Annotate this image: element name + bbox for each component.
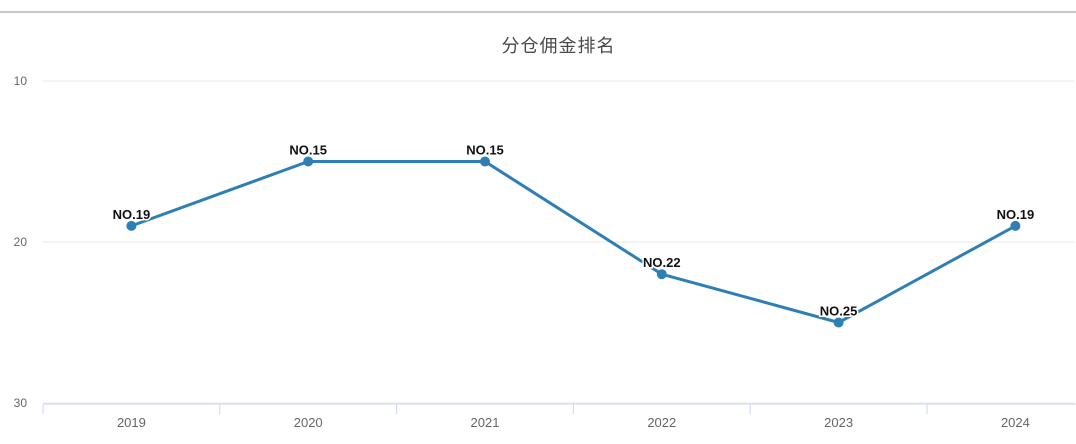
x-axis-category-label: 2020 (294, 415, 323, 430)
x-axis-category-label: 2023 (824, 415, 853, 430)
chart-title: 分仓佣金排名 (501, 36, 616, 56)
data-point[interactable] (126, 220, 137, 231)
x-axis-category-label: 2021 (471, 415, 500, 430)
y-axis-tick-label: 10 (14, 74, 28, 88)
data-point-label: NO.22 (643, 255, 681, 270)
data-point[interactable] (833, 317, 844, 328)
y-axis-tick-label: 20 (14, 235, 28, 249)
data-point-label: NO.25 (820, 304, 858, 319)
x-axis-category-label: 2019 (117, 415, 146, 430)
data-point-label: NO.19 (113, 207, 151, 222)
data-point[interactable] (303, 156, 314, 167)
top-divider-line (0, 11, 1076, 13)
data-point-label: NO.19 (997, 207, 1035, 222)
series-line (129, 160, 1017, 324)
data-point[interactable] (656, 269, 667, 280)
data-point[interactable] (480, 156, 490, 167)
data-point-label: NO.15 (466, 143, 504, 158)
data-point-label: NO.15 (289, 143, 327, 158)
x-axis-category-label: 2022 (647, 415, 676, 430)
data-point[interactable] (1010, 220, 1021, 231)
y-axis-tick-label: 30 (14, 396, 28, 410)
x-axis-category-label: 2024 (1001, 415, 1030, 430)
